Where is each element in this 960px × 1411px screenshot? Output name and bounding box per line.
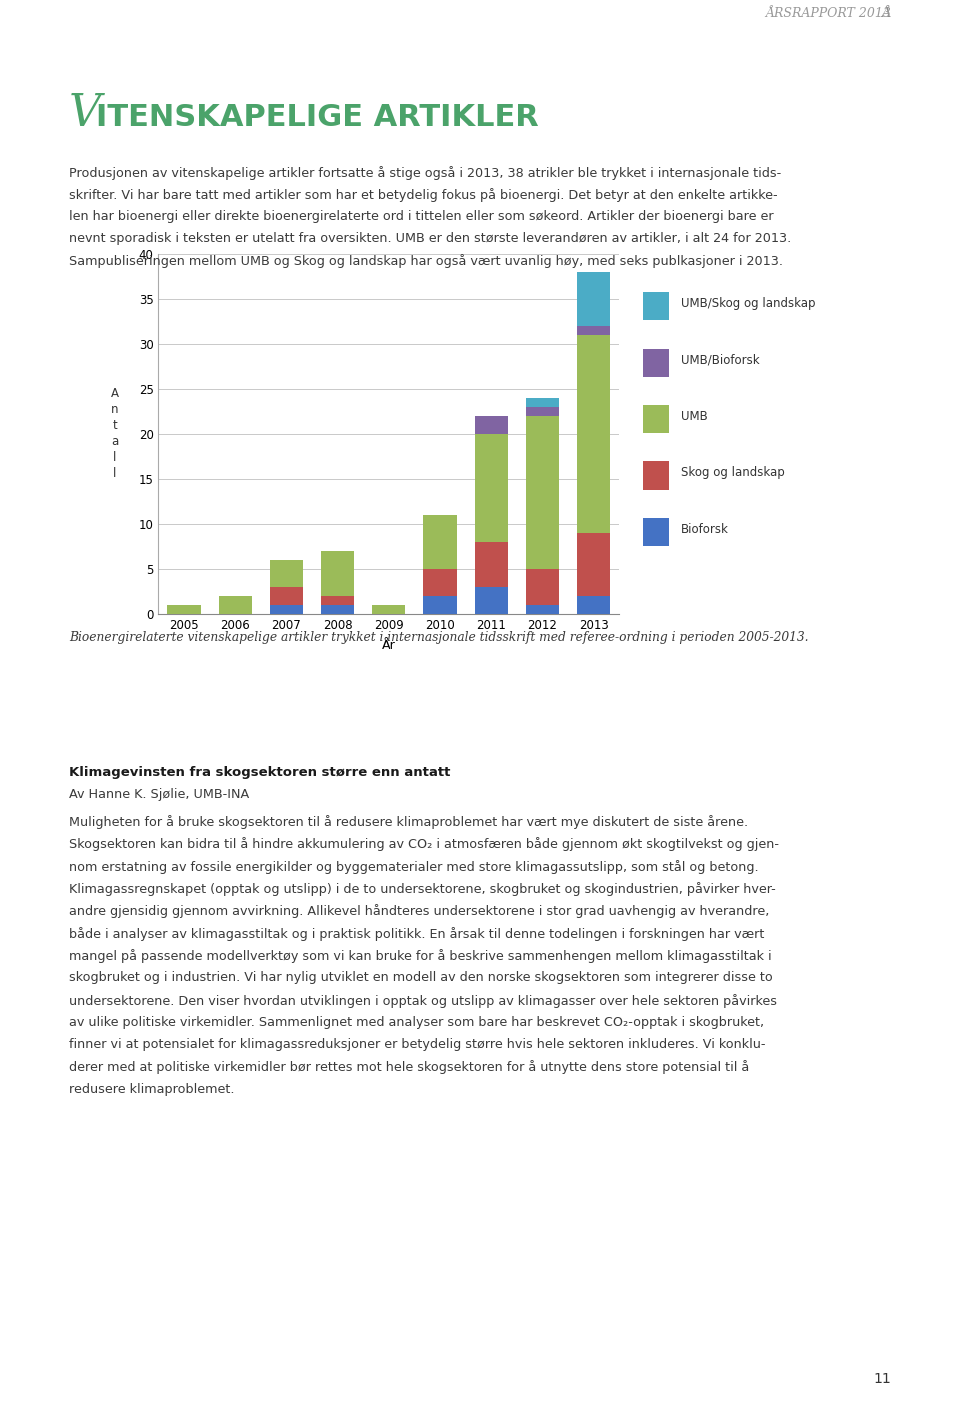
Text: andre gjensidig gjennom avvirkning. Allikevel håndteres undersektorene i stor gr: andre gjensidig gjennom avvirkning. Alli… [69, 904, 770, 919]
Bar [643, 405, 669, 433]
Bar [577, 334, 611, 533]
Text: finner vi at potensialet for klimagassreduksjoner er betydelig større hvis hele : finner vi at potensialet for klimagassre… [69, 1038, 766, 1051]
Bar [219, 595, 252, 614]
Text: skogbruket og i industrien. Vi har nylig utviklet en modell av den norske skogse: skogbruket og i industrien. Vi har nylig… [69, 971, 773, 985]
Bar [321, 605, 354, 614]
Bar [474, 416, 508, 435]
Bar [526, 569, 559, 605]
Bar [423, 569, 457, 595]
Bar [643, 349, 669, 377]
Text: undersektorene. Den viser hvordan utviklingen i opptak og utslipp av klimagasser: undersektorene. Den viser hvordan utvikl… [69, 993, 778, 1007]
Text: nom erstatning av fossile energikilder og byggematerialer med store klimagassuts: nom erstatning av fossile energikilder o… [69, 859, 758, 873]
Text: UMB: UMB [681, 409, 708, 423]
Bar [643, 292, 669, 320]
Text: Skog og landskap: Skog og landskap [681, 466, 784, 480]
Text: Bioenergirelaterte vitenskapelige artikler trykket i internasjonale tidsskrift m: Bioenergirelaterte vitenskapelige artikl… [69, 631, 808, 643]
Text: Å: Å [881, 7, 891, 20]
Bar [577, 272, 611, 326]
Bar [643, 518, 669, 546]
Text: redusere klimaproblemet.: redusere klimaproblemet. [69, 1082, 234, 1096]
Text: Sampubliseringen mellom UMB og Skog og landskap har også vært uvanlig høy, med s: Sampubliseringen mellom UMB og Skog og l… [69, 254, 783, 268]
Text: len har bioenergi eller direkte bioenergirelaterte ord i tittelen eller som søke: len har bioenergi eller direkte bioenerg… [69, 210, 774, 223]
Text: nevnt sporadisk i teksten er utelatt fra oversikten. UMB er den største leverand: nevnt sporadisk i teksten er utelatt fra… [69, 231, 791, 246]
Text: Produsjonen av vitenskapelige artikler fortsatte å stige også i 2013, 38 atrikle: Produsjonen av vitenskapelige artikler f… [69, 166, 781, 181]
X-axis label: År: År [382, 639, 396, 652]
Bar [270, 560, 303, 587]
Text: skrifter. Vi har bare tatt med artikler som har et betydelig fokus på bioenergi.: skrifter. Vi har bare tatt med artikler … [69, 188, 778, 202]
Bar [423, 595, 457, 614]
Text: Klimagassregnskapet (opptak og utslipp) i de to undersektorene, skogbruket og sk: Klimagassregnskapet (opptak og utslipp) … [69, 882, 776, 896]
Text: Av Hanne K. Sjølie, UMB-INA: Av Hanne K. Sjølie, UMB-INA [69, 789, 250, 801]
Bar [167, 605, 201, 614]
Text: UMB/Skog og landskap: UMB/Skog og landskap [681, 296, 815, 310]
Bar [526, 605, 559, 614]
Bar [270, 605, 303, 614]
Bar [321, 550, 354, 595]
Text: UMB/Bioforsk: UMB/Bioforsk [681, 353, 759, 367]
Bar [372, 605, 405, 614]
Text: ITENSKAPELIGE ARTIKLER: ITENSKAPELIGE ARTIKLER [96, 103, 539, 133]
Bar [321, 595, 354, 605]
Text: V: V [69, 92, 101, 135]
Bar [526, 398, 559, 406]
Bar [526, 416, 559, 569]
Text: både i analyser av klimagasstiltak og i praktisk politikk. En årsak til denne to: både i analyser av klimagasstiltak og i … [69, 927, 764, 941]
Bar [577, 595, 611, 614]
Bar [423, 515, 457, 569]
Bar [474, 542, 508, 587]
Bar [474, 435, 508, 542]
Bar [643, 461, 669, 490]
Text: ÅRSRAPPORT 2013: ÅRSRAPPORT 2013 [765, 7, 891, 20]
Bar [577, 326, 611, 334]
Bar [270, 587, 303, 605]
Bar [577, 533, 611, 595]
Text: G: G [69, 673, 93, 704]
Text: Bioforsk: Bioforsk [681, 522, 729, 536]
Text: 11: 11 [874, 1371, 891, 1386]
Text: Klimagevinsten fra skogsektoren større enn antatt: Klimagevinsten fra skogsektoren større e… [69, 766, 450, 779]
Text: Muligheten for å bruke skogsektoren til å redusere klimaproblemet har vært mye d: Muligheten for å bruke skogsektoren til … [69, 816, 748, 830]
Text: A
n
t
a
l
l: A n t a l l [110, 388, 119, 480]
Text: av ulike politiske virkemidler. Sammenlignet med analyser som bare har beskrevet: av ulike politiske virkemidler. Sammenli… [69, 1016, 764, 1029]
Text: LIMT FRA FORSKNINGEN: LIMT FRA FORSKNINGEN [90, 683, 396, 703]
Bar [526, 406, 559, 416]
Text: derer med at politiske virkemidler bør rettes mot hele skogsektoren for å utnytt: derer med at politiske virkemidler bør r… [69, 1061, 750, 1074]
Text: mangel på passende modellverktøy som vi kan bruke for å beskrive sammenhengen me: mangel på passende modellverktøy som vi … [69, 950, 772, 962]
Bar [474, 587, 508, 614]
Text: Skogsektoren kan bidra til å hindre akkumulering av CO₂ i atmosfæren både gjenno: Skogsektoren kan bidra til å hindre akku… [69, 838, 780, 851]
